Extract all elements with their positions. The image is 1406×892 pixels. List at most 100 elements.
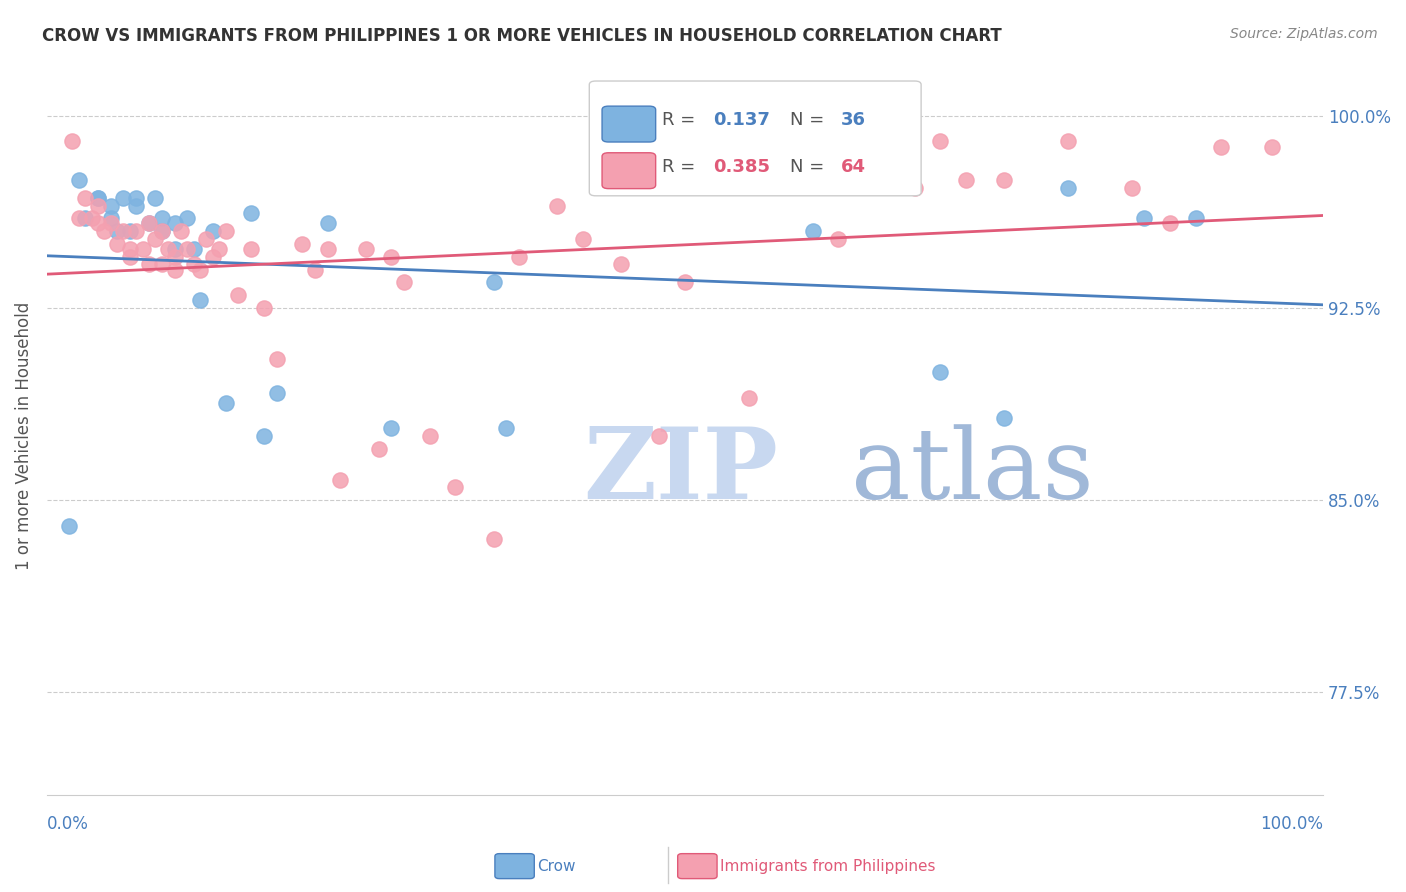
Point (112, 191, 135, 205)
Point (1057, 180, 1080, 194)
Point (105, 224, 128, 238)
Point (546, 198, 568, 212)
Point (87, 191, 110, 205)
Point (1159, 217, 1181, 231)
Text: 64: 64 (841, 158, 866, 176)
Text: ZIP: ZIP (583, 424, 778, 520)
Point (291, 237, 314, 252)
Text: Source: ZipAtlas.com: Source: ZipAtlas.com (1230, 27, 1378, 41)
Point (138, 217, 160, 231)
Point (87, 191, 110, 205)
Point (163, 242, 186, 256)
Point (228, 288, 250, 302)
Point (367, 442, 389, 456)
Point (993, 411, 1015, 425)
Point (929, 135, 952, 149)
Point (266, 352, 288, 367)
Point (444, 480, 467, 494)
Point (80, 211, 103, 226)
Text: N =: N = (790, 112, 830, 129)
Text: 0.0%: 0.0% (46, 815, 89, 833)
Point (163, 250, 186, 264)
FancyBboxPatch shape (589, 81, 921, 196)
Point (150, 224, 173, 238)
Point (240, 206, 263, 220)
Point (163, 262, 186, 277)
Point (380, 421, 402, 435)
Point (176, 242, 198, 256)
Point (170, 224, 193, 238)
Text: atlas: atlas (851, 424, 1094, 520)
Point (125, 198, 148, 212)
Text: 0.137: 0.137 (713, 112, 770, 129)
Point (508, 250, 530, 264)
Point (929, 365, 952, 379)
Point (138, 217, 160, 231)
Point (138, 257, 160, 271)
Y-axis label: 1 or more Vehicles in Household: 1 or more Vehicles in Household (15, 302, 32, 570)
Text: R =: R = (662, 112, 702, 129)
Point (188, 262, 211, 277)
Point (118, 250, 141, 264)
Point (801, 224, 824, 238)
Point (163, 217, 186, 231)
Point (150, 224, 173, 238)
Text: R =: R = (662, 158, 702, 176)
Point (495, 421, 517, 435)
Point (93, 224, 115, 238)
Point (67, 173, 90, 187)
Point (67, 211, 90, 226)
FancyBboxPatch shape (602, 106, 655, 142)
Point (62, 135, 84, 149)
Point (157, 242, 180, 256)
Point (304, 262, 326, 277)
Point (955, 173, 977, 187)
Point (316, 217, 339, 231)
Point (112, 224, 135, 238)
Point (240, 242, 263, 256)
Point (100, 198, 122, 212)
Point (354, 242, 377, 256)
Point (993, 173, 1015, 187)
Point (738, 391, 761, 405)
Point (100, 211, 122, 226)
Point (58, 518, 80, 533)
Point (610, 257, 633, 271)
Text: 36: 36 (841, 112, 866, 129)
Point (195, 232, 218, 246)
Point (648, 429, 671, 443)
Point (183, 242, 205, 256)
Point (572, 232, 595, 246)
Point (1133, 211, 1156, 226)
Point (150, 211, 173, 226)
Text: Crow: Crow (537, 859, 575, 873)
Point (253, 301, 276, 315)
Point (1121, 180, 1143, 194)
Text: CROW VS IMMIGRANTS FROM PHILIPPINES 1 OR MORE VEHICLES IN HOUSEHOLD CORRELATION : CROW VS IMMIGRANTS FROM PHILIPPINES 1 OR… (42, 27, 1002, 45)
Point (87, 217, 110, 231)
Point (329, 473, 352, 487)
Point (87, 198, 110, 212)
Point (904, 180, 927, 194)
Point (394, 276, 416, 290)
Point (208, 242, 231, 256)
Point (1261, 139, 1284, 153)
Point (201, 250, 224, 264)
Point (1209, 139, 1232, 153)
Text: 0.385: 0.385 (713, 158, 770, 176)
Point (482, 532, 505, 546)
Point (266, 385, 288, 400)
Point (865, 173, 887, 187)
Point (145, 232, 167, 246)
Point (316, 242, 339, 256)
Point (183, 257, 205, 271)
Point (253, 429, 276, 443)
Point (673, 276, 696, 290)
Point (125, 191, 148, 205)
Text: 100.0%: 100.0% (1260, 815, 1323, 833)
Point (1057, 135, 1080, 149)
Point (75, 211, 97, 226)
Point (1184, 211, 1206, 226)
Point (801, 173, 824, 187)
Point (118, 224, 141, 238)
